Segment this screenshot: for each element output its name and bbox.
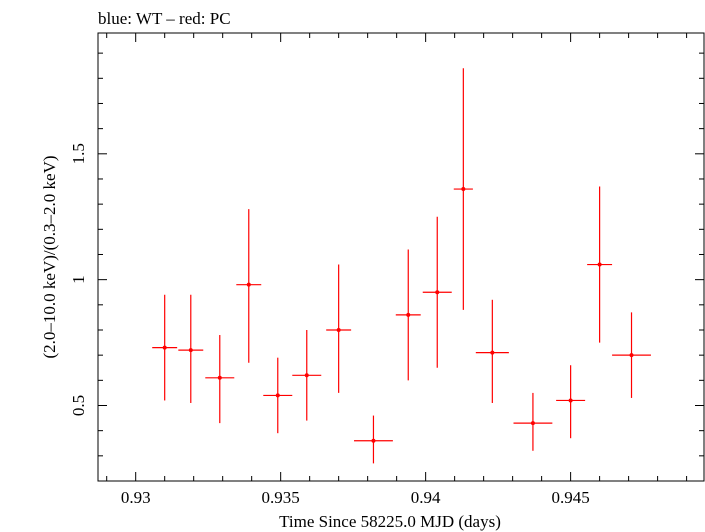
x-tick-label: 0.94 bbox=[411, 488, 441, 507]
point-marker bbox=[246, 282, 251, 287]
y-axis-ticks bbox=[98, 52, 704, 482]
x-tick-label: 0.935 bbox=[262, 488, 300, 507]
point-marker bbox=[461, 187, 466, 192]
data-point bbox=[453, 68, 473, 310]
data-point bbox=[326, 264, 352, 393]
data-series bbox=[152, 68, 651, 464]
point-marker bbox=[568, 398, 573, 403]
data-point bbox=[205, 335, 235, 424]
y-tick-label: 0.5 bbox=[69, 395, 88, 416]
data-point bbox=[178, 294, 204, 403]
point-marker bbox=[336, 327, 341, 332]
data-point bbox=[475, 299, 509, 403]
x-tick-label: 0.93 bbox=[121, 488, 151, 507]
data-point bbox=[236, 209, 262, 363]
data-point bbox=[612, 312, 651, 398]
point-marker bbox=[597, 262, 602, 267]
y-tick-label: 1 bbox=[69, 275, 88, 284]
point-marker bbox=[435, 290, 440, 295]
plot-frame bbox=[97, 32, 705, 482]
data-point bbox=[263, 357, 293, 434]
point-marker bbox=[530, 421, 535, 426]
y-tick-label: 1.5 bbox=[69, 143, 88, 164]
point-marker bbox=[275, 393, 280, 398]
point-marker bbox=[371, 438, 376, 443]
data-point bbox=[395, 249, 421, 381]
y-axis-label: (2.0–10.0 keV)/(0.3–2.0 keV) bbox=[40, 155, 59, 358]
y-axis-tick-labels: 0.5 1 1.5 bbox=[69, 143, 88, 416]
data-point bbox=[422, 216, 452, 368]
data-point bbox=[152, 294, 178, 401]
data-point bbox=[587, 186, 613, 343]
point-marker bbox=[162, 345, 167, 350]
point-marker bbox=[217, 375, 222, 380]
point-marker bbox=[304, 373, 309, 378]
point-marker bbox=[629, 353, 634, 358]
x-axis-ticks bbox=[106, 33, 688, 481]
data-point bbox=[513, 392, 553, 451]
point-marker bbox=[406, 312, 411, 317]
data-point bbox=[292, 329, 322, 421]
x-axis-tick-labels: 0.93 0.935 0.94 0.945 bbox=[121, 488, 590, 507]
chart-title: blue: WT – red: PC bbox=[98, 9, 231, 28]
x-tick-label: 0.945 bbox=[551, 488, 589, 507]
data-point bbox=[556, 365, 586, 439]
point-marker bbox=[188, 348, 193, 353]
x-axis-label: Time Since 58225.0 MJD (days) bbox=[279, 512, 501, 531]
data-point bbox=[354, 415, 393, 464]
point-marker bbox=[490, 350, 495, 355]
